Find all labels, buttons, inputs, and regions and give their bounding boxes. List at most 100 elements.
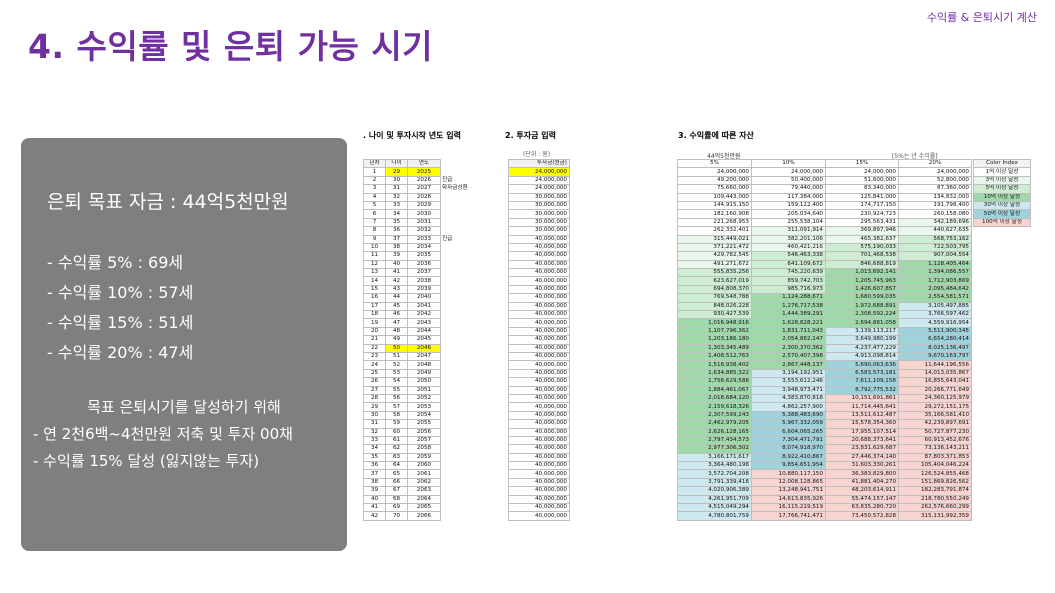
note-cell: [440, 344, 500, 352]
table-cell: 2025: [407, 167, 441, 177]
table-cell: 52: [385, 360, 408, 370]
legend-item: 3억 이상 달성: [973, 175, 1031, 186]
table-cell: 28: [363, 393, 386, 404]
note-cell: [440, 285, 500, 293]
table-row: 40,000,000: [508, 310, 570, 320]
note-cell: [440, 260, 500, 268]
table-row: 35 63 2059: [363, 452, 441, 463]
table-row: 40,000,000: [508, 410, 570, 421]
table-row: 1,408,512,763 2,570,407,398 4,913,098,814 9…: [677, 351, 972, 362]
table-cell: 34: [363, 444, 386, 454]
table-cell: 40,000,000: [508, 494, 570, 505]
table-row: 40,000,000: [508, 469, 570, 479]
table-cell: 109,443,000: [677, 192, 752, 202]
table-cell: 11,644,196,556: [898, 360, 972, 370]
table-cell: 58: [385, 410, 408, 421]
table-cell: 4,237,477,229: [825, 343, 899, 354]
table-cell: 4,780,801,759: [677, 511, 752, 521]
table-cell: 42: [363, 511, 386, 521]
legend-title: Color Index: [973, 158, 1031, 169]
table-cell: 2061: [407, 469, 441, 479]
table-cell: 7,611,109,158: [825, 377, 899, 387]
table-cell: 30,000,000: [508, 200, 570, 211]
table-cell: 14,013,035,867: [898, 368, 972, 379]
table-cell: 13,511,612,487: [825, 410, 899, 421]
note-cell: [440, 511, 500, 519]
table-cell: 61: [385, 435, 408, 446]
table-row: 1,303,345,489 2,300,370,362 4,237,477,229 8…: [677, 343, 972, 354]
note-cell: [440, 268, 500, 276]
table-row: 37 65 2061: [363, 469, 441, 479]
note-cell: [440, 293, 500, 301]
plan-title: 목표 은퇴시기를 달성하기 위해: [87, 398, 281, 416]
table-cell: 2,554,581,571: [898, 293, 972, 303]
table-cell: 930,427,539: [677, 310, 752, 320]
table-cell: 8: [363, 226, 386, 236]
table-cell: 24,000,000: [751, 167, 826, 177]
table-cell: 205,034,640: [751, 209, 826, 219]
table-cell: 2055: [407, 419, 441, 429]
note-cell: [440, 251, 500, 259]
table-cell: 1,634,885,322: [677, 368, 752, 379]
note-cell: [440, 327, 500, 335]
table-cell: 2,570,407,398: [751, 351, 826, 362]
table-cell: 491,271,672: [677, 259, 752, 270]
notes-column: 진급 학자금상환 진급: [440, 159, 500, 520]
table-cell: 40,000,000: [508, 461, 570, 471]
table-cell: 40,000,000: [508, 318, 570, 328]
investment-table: 투자금(원금) 24,000,000 24,000,000 24,000,000 30,…: [508, 158, 570, 521]
rate-item: - 수익률 15% : 51세: [47, 313, 194, 332]
table-cell: 40,000,000: [508, 326, 570, 337]
table-cell: 8,025,136,497: [898, 343, 972, 354]
table-cell: 4,515,049,294: [677, 502, 752, 513]
table-cell: 568,753,162: [898, 234, 972, 244]
section-label-investment: 2. 투자금 입력: [505, 131, 556, 140]
table-cell: 2026: [407, 175, 441, 186]
table-row: 10 38 2034: [363, 242, 441, 253]
table-cell: 51,600,000: [825, 175, 899, 186]
table-cell: 31: [363, 419, 386, 429]
table-cell: 40,000,000: [508, 234, 570, 244]
table-row: 30 58 2054: [363, 410, 441, 421]
table-cell: 1,831,711,043: [751, 326, 826, 337]
table-cell: 5,967,332,059: [751, 419, 826, 429]
rate-item: - 수익률 10% : 57세: [47, 283, 194, 302]
table-cell: 2028: [407, 192, 441, 202]
table-cell: 42,239,897,691: [898, 419, 972, 429]
table-cell: 1,628,828,221: [751, 318, 826, 328]
table-cell: 50,727,877,230: [898, 427, 972, 437]
table-row: 555,835,256 745,220,639 1,013,692,141 1,394…: [677, 268, 972, 278]
table-row: 40,000,000: [508, 494, 570, 505]
table-cell: 2039: [407, 284, 441, 295]
legend-row: 3억 이상 달성: [973, 175, 1031, 186]
column-header: 5%: [677, 158, 752, 169]
table-cell: 4,261,951,709: [677, 494, 752, 505]
table-cell: 59: [385, 419, 408, 429]
table-cell: 3,139,113,217: [825, 326, 899, 337]
table-row: 3,364,480,198 9,854,651,954 31,603,330,261…: [677, 461, 972, 471]
table-cell: 37: [385, 234, 408, 244]
table-cell: 1,128,405,464: [898, 259, 972, 270]
table-row: 14 42 2038: [363, 276, 441, 286]
table-cell: 50: [385, 343, 408, 354]
table-row: 40,000,000: [508, 477, 570, 488]
table-cell: 24,000,000: [508, 175, 570, 186]
table-cell: 382,201,106: [751, 234, 826, 244]
table-cell: 2042: [407, 310, 441, 320]
note-cell: 진급: [442, 176, 453, 183]
column-header: 나이: [385, 158, 408, 169]
table-cell: 3,572,704,208: [677, 469, 752, 479]
note-cell: [440, 402, 500, 410]
table-cell: 2043: [407, 318, 441, 328]
table-cell: 3,194,192,951: [751, 368, 826, 379]
table-cell: 40,000,000: [508, 284, 570, 295]
table-cell: 1,205,745,963: [825, 276, 899, 286]
table-cell: 40,000,000: [508, 377, 570, 387]
table-row: 930,427,539 1,444,389,291 2,308,592,224 3,7…: [677, 310, 972, 320]
table-cell: 40,000,000: [508, 293, 570, 303]
table-cell: 57: [385, 402, 408, 412]
table-cell: 40,000,000: [508, 444, 570, 454]
table-row: 182,160,908 205,034,640 230,924,723 260,158…: [677, 209, 972, 219]
table-cell: 2027: [407, 184, 441, 194]
note-cell: [440, 444, 500, 452]
